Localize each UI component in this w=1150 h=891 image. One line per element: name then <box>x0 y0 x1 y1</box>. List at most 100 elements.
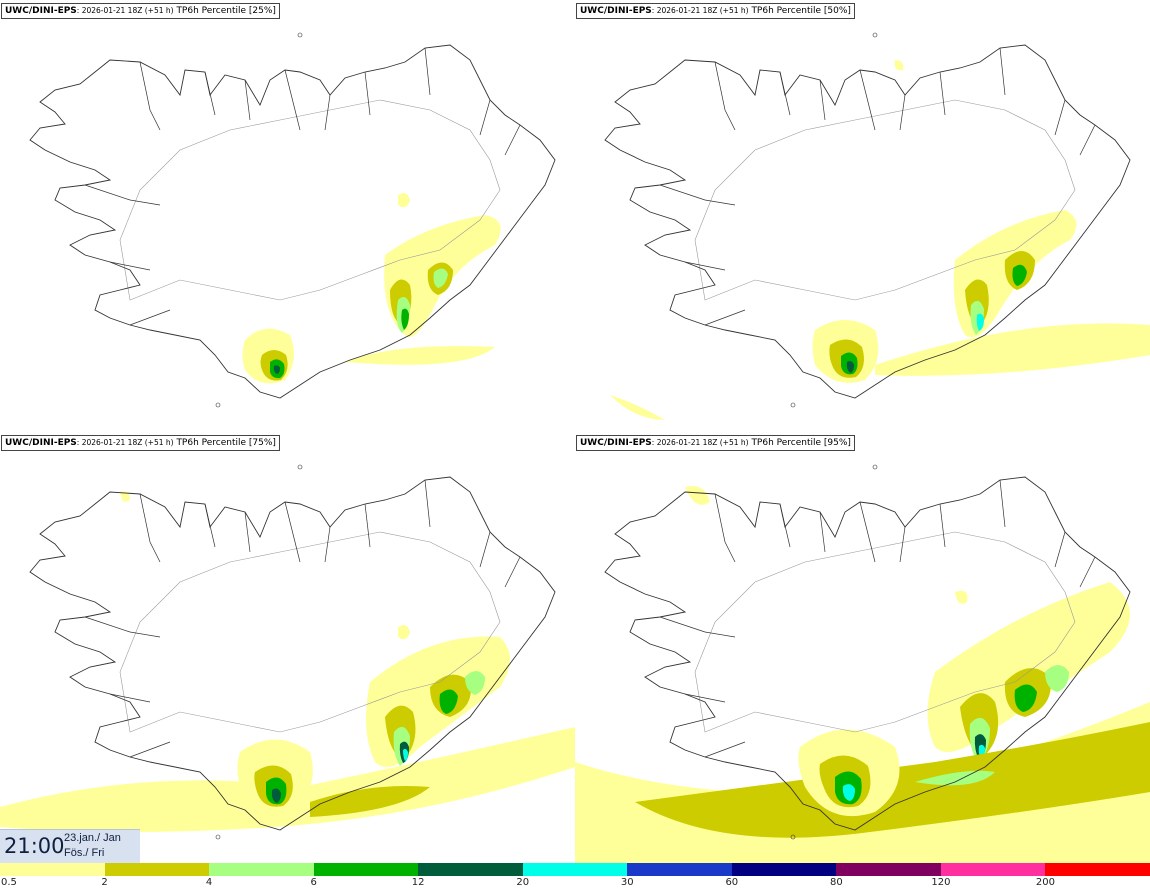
fjord-line <box>324 526 331 563</box>
valid-date: 23.jan./ Jan <box>64 832 121 844</box>
fjord-line <box>424 47 431 96</box>
fjord-line <box>714 493 736 563</box>
precip-area <box>439 689 458 714</box>
fjord-line <box>1054 531 1066 568</box>
run-info: : 2026-01-21 18Z (+51 h) <box>651 438 749 447</box>
panel-title: UWC/DINI-EPS: 2026-01-21 18Z (+51 h) TP6… <box>576 435 855 451</box>
fjord-line <box>1054 99 1066 136</box>
iceland-map <box>575 464 1150 864</box>
fjord-line <box>659 184 736 206</box>
iceland-map <box>604 32 1150 420</box>
island <box>790 834 796 840</box>
precip-area <box>685 486 710 505</box>
fjord-line <box>364 71 371 116</box>
precip-area <box>465 671 485 695</box>
legend-swatch <box>313 863 419 876</box>
precip-area <box>1012 264 1027 286</box>
island <box>790 402 796 408</box>
fjord-line <box>779 503 791 548</box>
valid-time: 21:00 <box>4 834 65 858</box>
fjord-line <box>504 556 521 588</box>
precip-area <box>403 748 408 761</box>
fjord-line <box>129 309 171 326</box>
precip-area <box>842 784 855 801</box>
fjord-line <box>479 531 491 568</box>
panel-title: UWC/DINI-EPS: 2026-01-21 18Z (+51 h) TP6… <box>1 435 280 451</box>
map-panel-95: UWC/DINI-EPS: 2026-01-21 18Z (+51 h) TP6… <box>575 432 1150 864</box>
fjord-line <box>244 79 251 121</box>
legend-swatch <box>836 863 941 876</box>
fjord-line <box>999 47 1006 96</box>
fjord-line <box>684 693 726 703</box>
legend-swatch <box>731 863 837 876</box>
road-network <box>119 531 501 733</box>
road-network <box>694 99 1076 301</box>
precip-area <box>955 590 968 604</box>
precip-area <box>846 361 854 373</box>
fjord-line <box>939 71 946 116</box>
fjord-line <box>659 616 736 638</box>
precip-area <box>310 786 430 817</box>
precip-area <box>345 346 495 365</box>
model-name: UWC/DINI-EPS <box>5 438 77 448</box>
fjord-line <box>504 124 521 156</box>
precip-area <box>610 395 665 420</box>
run-info: : 2026-01-21 18Z (+51 h) <box>76 6 174 15</box>
island <box>872 32 878 38</box>
panel-title: UWC/DINI-EPS: 2026-01-21 18Z (+51 h) TP6… <box>1 3 280 19</box>
map-panel-25: UWC/DINI-EPS: 2026-01-21 18Z (+51 h) TP6… <box>0 0 575 432</box>
legend-swatch <box>0 863 105 876</box>
fjord-line <box>324 94 331 131</box>
fjord-line <box>424 479 431 528</box>
fjord-line <box>139 493 161 563</box>
island <box>215 402 221 408</box>
run-info: : 2026-01-21 18Z (+51 h) <box>76 438 174 447</box>
fjord-line <box>859 69 876 131</box>
road-network <box>694 531 1076 733</box>
island <box>297 32 303 38</box>
legend-tick-label: 20 <box>516 877 530 888</box>
legend-tick-label: 2 <box>101 877 108 888</box>
fjord-line <box>1079 556 1096 588</box>
precip-area <box>120 491 130 502</box>
legend-swatch <box>209 863 314 876</box>
color-legend-ticks: 0.5 2 4 6 12 20 30 60 80 120 200 <box>0 877 1150 891</box>
fjord-line <box>819 79 826 121</box>
fjord-line <box>704 741 746 758</box>
road-network <box>119 99 501 301</box>
fjord-line <box>819 511 826 553</box>
precip-area <box>433 268 448 288</box>
island <box>872 464 878 470</box>
fjord-line <box>714 61 736 131</box>
precip-area <box>0 727 575 832</box>
precip-area <box>1014 684 1037 712</box>
product-label: TP6h Percentile [25%] <box>176 6 276 16</box>
precip-area <box>271 788 281 803</box>
fjord-line <box>284 69 301 131</box>
legend-tick-label: 6 <box>310 877 317 888</box>
panel-title: UWC/DINI-EPS: 2026-01-21 18Z (+51 h) TP6… <box>576 3 855 19</box>
color-legend-bar <box>0 863 1150 876</box>
precip-area <box>915 770 995 786</box>
fjord-line <box>84 616 161 638</box>
fjord-line <box>109 261 151 271</box>
legend-swatch <box>627 863 732 876</box>
fjord-line <box>109 693 151 703</box>
fjord-line <box>779 71 791 116</box>
precip-area <box>398 193 410 208</box>
map-panel-50: UWC/DINI-EPS: 2026-01-21 18Z (+51 h) TP6… <box>575 0 1150 432</box>
legend-tick-label: 12 <box>411 877 425 888</box>
legend-tick-label: 80 <box>829 877 843 888</box>
legend-swatch <box>104 863 210 876</box>
island <box>215 834 221 840</box>
model-name: UWC/DINI-EPS <box>5 6 77 16</box>
island <box>297 464 303 470</box>
valid-time-box: 21:00 23.jan./ Jan Fös./ Fri <box>0 829 140 863</box>
precip-area <box>1045 665 1069 692</box>
fjord-line <box>939 503 946 548</box>
fjord-line <box>244 511 251 553</box>
fjord-line <box>684 261 726 271</box>
model-name: UWC/DINI-EPS <box>580 6 652 16</box>
legend-swatch <box>418 863 523 876</box>
product-label: TP6h Percentile [75%] <box>176 438 276 448</box>
